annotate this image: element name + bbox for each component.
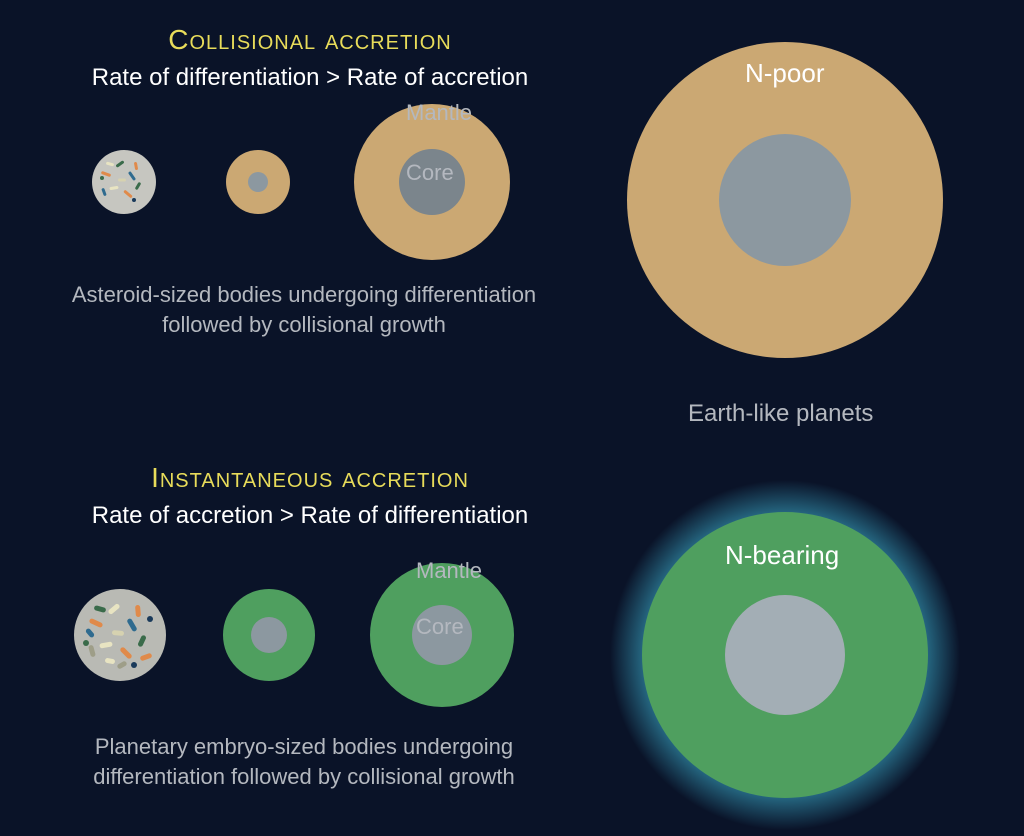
core-label-top: Core bbox=[406, 160, 454, 186]
collisional-title: Collisional accretion bbox=[20, 24, 600, 56]
n-bearing-label: N-bearing bbox=[725, 540, 839, 571]
caption-line1: Asteroid-sized bodies undergoing differe… bbox=[72, 282, 536, 337]
n-poor-label: N-poor bbox=[745, 58, 824, 89]
instantaneous-subtitle: Rate of accretion > Rate of differentiat… bbox=[20, 502, 600, 530]
earth-like-label: Earth-like planets bbox=[688, 400, 873, 428]
asteroid-speckled-large bbox=[72, 587, 168, 683]
caption-line2: Planetary embryo-sized bodies undergoing… bbox=[93, 734, 515, 789]
instantaneous-title: Instantaneous accretion bbox=[20, 462, 600, 494]
protoplanet-small-tan bbox=[224, 148, 292, 216]
planet-n-bearing bbox=[608, 478, 962, 832]
instantaneous-caption: Planetary embryo-sized bodies undergoing… bbox=[14, 732, 594, 791]
core-label-bottom: Core bbox=[416, 614, 464, 640]
mantle-label-top: Mantle bbox=[406, 100, 472, 126]
collisional-subtitle: Rate of differentiation > Rate of accret… bbox=[20, 64, 600, 92]
asteroid-speckled-small bbox=[90, 148, 158, 216]
mantle-label-bottom: Mantle bbox=[416, 558, 482, 584]
collisional-caption: Asteroid-sized bodies undergoing differe… bbox=[14, 280, 594, 339]
protoplanet-small-green bbox=[221, 587, 317, 683]
